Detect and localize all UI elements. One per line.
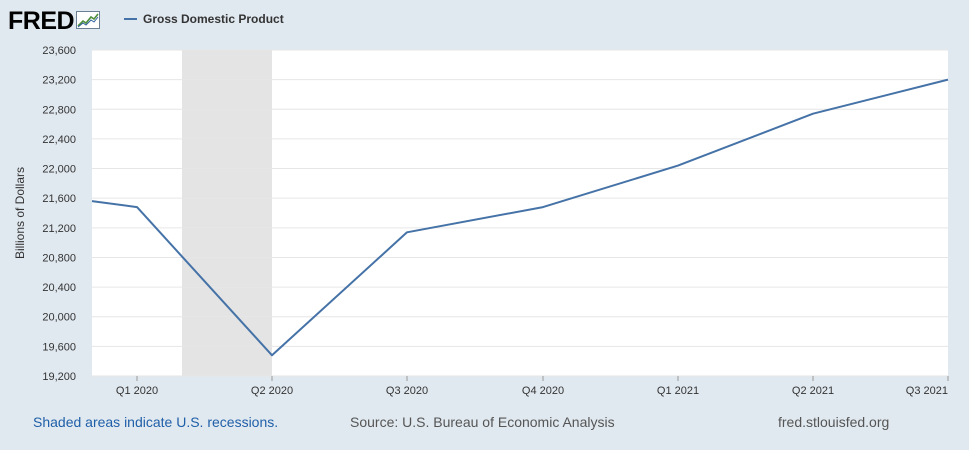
y-axis-label: Billions of Dollars (13, 167, 27, 259)
site-link[interactable]: fred.stlouisfed.org (778, 414, 890, 430)
y-tick-label: 23,200 (42, 75, 76, 87)
y-tick-label: 19,200 (42, 371, 76, 383)
x-tick-label: Q4 2020 (522, 385, 564, 397)
x-tick-label: Q2 2020 (251, 385, 293, 397)
recession-band (182, 50, 272, 376)
y-tick-label: 20,800 (42, 252, 76, 264)
y-tick-label: 23,600 (42, 45, 76, 57)
y-tick-label: 21,200 (42, 223, 76, 235)
legend-swatch (124, 18, 137, 20)
x-tick-label: Q3 2021 (906, 385, 948, 397)
logo-text: FRED (8, 6, 75, 35)
fred-logo[interactable]: FRED (8, 6, 101, 35)
y-tick-label: 19,600 (42, 341, 76, 353)
gdp-line-chart: 19,200 19,600 20,000 20,400 20,800 21,200 21,6… (13, 45, 949, 397)
source-text: Source: U.S. Bureau of Economic Analysis (350, 414, 615, 430)
chart-legend[interactable]: Gross Domestic Product (124, 12, 284, 26)
gdp-series-line (91, 78, 949, 357)
legend-label: Gross Domestic Product (143, 12, 284, 26)
chart-line-icon (76, 11, 101, 29)
y-tick-label: 22,400 (42, 134, 76, 146)
graph-header: FRED Gross Domestic Product (0, 0, 969, 40)
x-tick-label: Q1 2021 (657, 385, 699, 397)
y-tick-label: 22,000 (42, 164, 76, 176)
x-tick-label: Q3 2020 (386, 385, 428, 397)
y-tick-label: 22,800 (42, 104, 76, 116)
graph-footer: Shaded areas indicate U.S. recessions. S… (0, 414, 969, 436)
y-tick-label: 20,000 (42, 312, 76, 324)
y-tick-label: 21,600 (42, 193, 76, 205)
recession-note-link[interactable]: Shaded areas indicate U.S. recessions. (33, 414, 279, 430)
x-tick-label: Q2 2021 (792, 385, 834, 397)
y-tick-label: 20,400 (42, 282, 76, 294)
x-tick-label: Q1 2020 (116, 385, 158, 397)
